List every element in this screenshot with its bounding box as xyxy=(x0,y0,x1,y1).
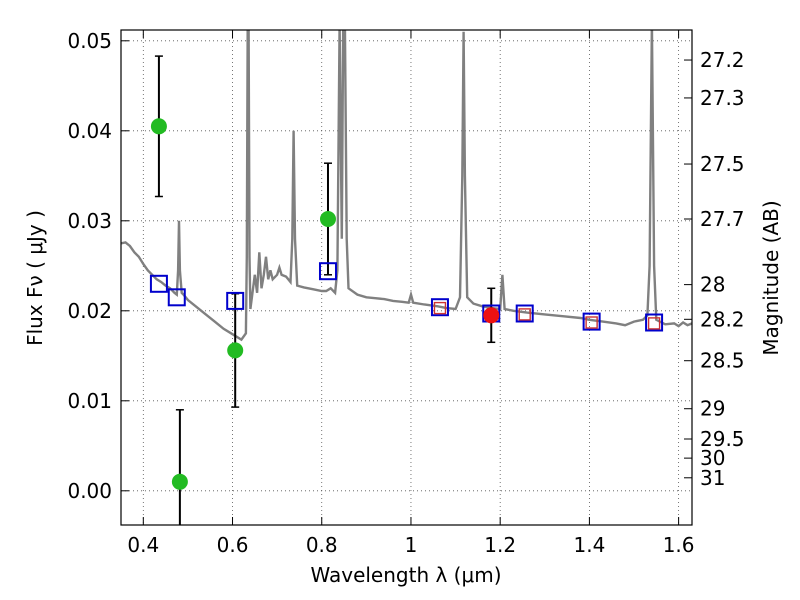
observed-point xyxy=(150,118,167,135)
model-template-square xyxy=(433,301,447,315)
y-tick-label: 0.01 xyxy=(67,389,112,413)
plot-area xyxy=(121,30,692,525)
y-tick-label: 0.04 xyxy=(67,119,112,143)
x-tick-label: 0.6 xyxy=(217,533,249,557)
model-photometry-square xyxy=(582,312,601,331)
model-photometry-square xyxy=(645,313,664,332)
model-template-square xyxy=(585,316,598,329)
magnitude-tick-label: 28.5 xyxy=(700,349,745,373)
observed-point xyxy=(483,307,500,324)
model-photometry-square xyxy=(149,274,168,293)
model-sed-line xyxy=(121,30,692,342)
y-tick-label: 0.03 xyxy=(67,209,112,233)
model-photometry-square xyxy=(318,262,337,281)
magnitude-tick-label: 29 xyxy=(700,397,725,421)
x-axis-ticks: 0.4 0.6 0.8 1 1.2 1.4 1.6 xyxy=(127,30,695,557)
magnitude-tick-label: 27.5 xyxy=(700,152,745,176)
plot-frame xyxy=(120,29,693,526)
magnitude-tick-label: 29.5 xyxy=(700,427,745,451)
y-axis-label: Flux Fν ( μJy ) xyxy=(23,210,47,346)
grid-lines xyxy=(121,30,692,525)
x-tick-label: 1.6 xyxy=(663,533,695,557)
observed-point xyxy=(319,211,336,227)
model-photometry-squares xyxy=(149,262,664,332)
magnitude-tick-label: 31 xyxy=(700,466,725,490)
magnitude-tick-label: 30 xyxy=(700,446,725,470)
x-axis-label: Wavelength λ (μm) xyxy=(310,563,501,587)
magnitude-tick-label: 28 xyxy=(700,273,725,297)
y-axis-ticks: 0.00 0.01 0.02 0.03 0.04 0.05 xyxy=(67,29,129,503)
x-tick-label: 1 xyxy=(405,533,418,557)
x-tick-label: 0.4 xyxy=(127,533,159,557)
model-template-square xyxy=(518,308,531,321)
observed-point xyxy=(227,342,244,359)
x-tick-label: 0.8 xyxy=(306,533,338,557)
y-tick-label: 0.00 xyxy=(67,479,112,503)
model-photometry-square xyxy=(430,298,449,317)
observed-photometry-points xyxy=(150,118,500,490)
model-template-square xyxy=(647,317,661,330)
y-tick-label: 0.02 xyxy=(67,299,112,323)
model-template-squares xyxy=(433,301,661,330)
model-photometry-square xyxy=(515,304,534,323)
observed-point xyxy=(171,473,188,490)
magnitude-tick-label: 27.7 xyxy=(700,207,745,231)
model-photometry-square xyxy=(167,288,186,307)
magnitude-axis-label: Magnitude (AB) xyxy=(759,200,783,355)
magnitude-tick-label: 27.3 xyxy=(700,86,745,110)
x-tick-label: 1.2 xyxy=(484,533,516,557)
magnitude-tick-label: 28.2 xyxy=(700,307,745,331)
model-photometry-square xyxy=(226,291,245,310)
magnitude-tick-label: 27.2 xyxy=(700,48,745,72)
y-tick-label: 0.05 xyxy=(67,29,112,53)
x-tick-label: 1.4 xyxy=(573,533,605,557)
